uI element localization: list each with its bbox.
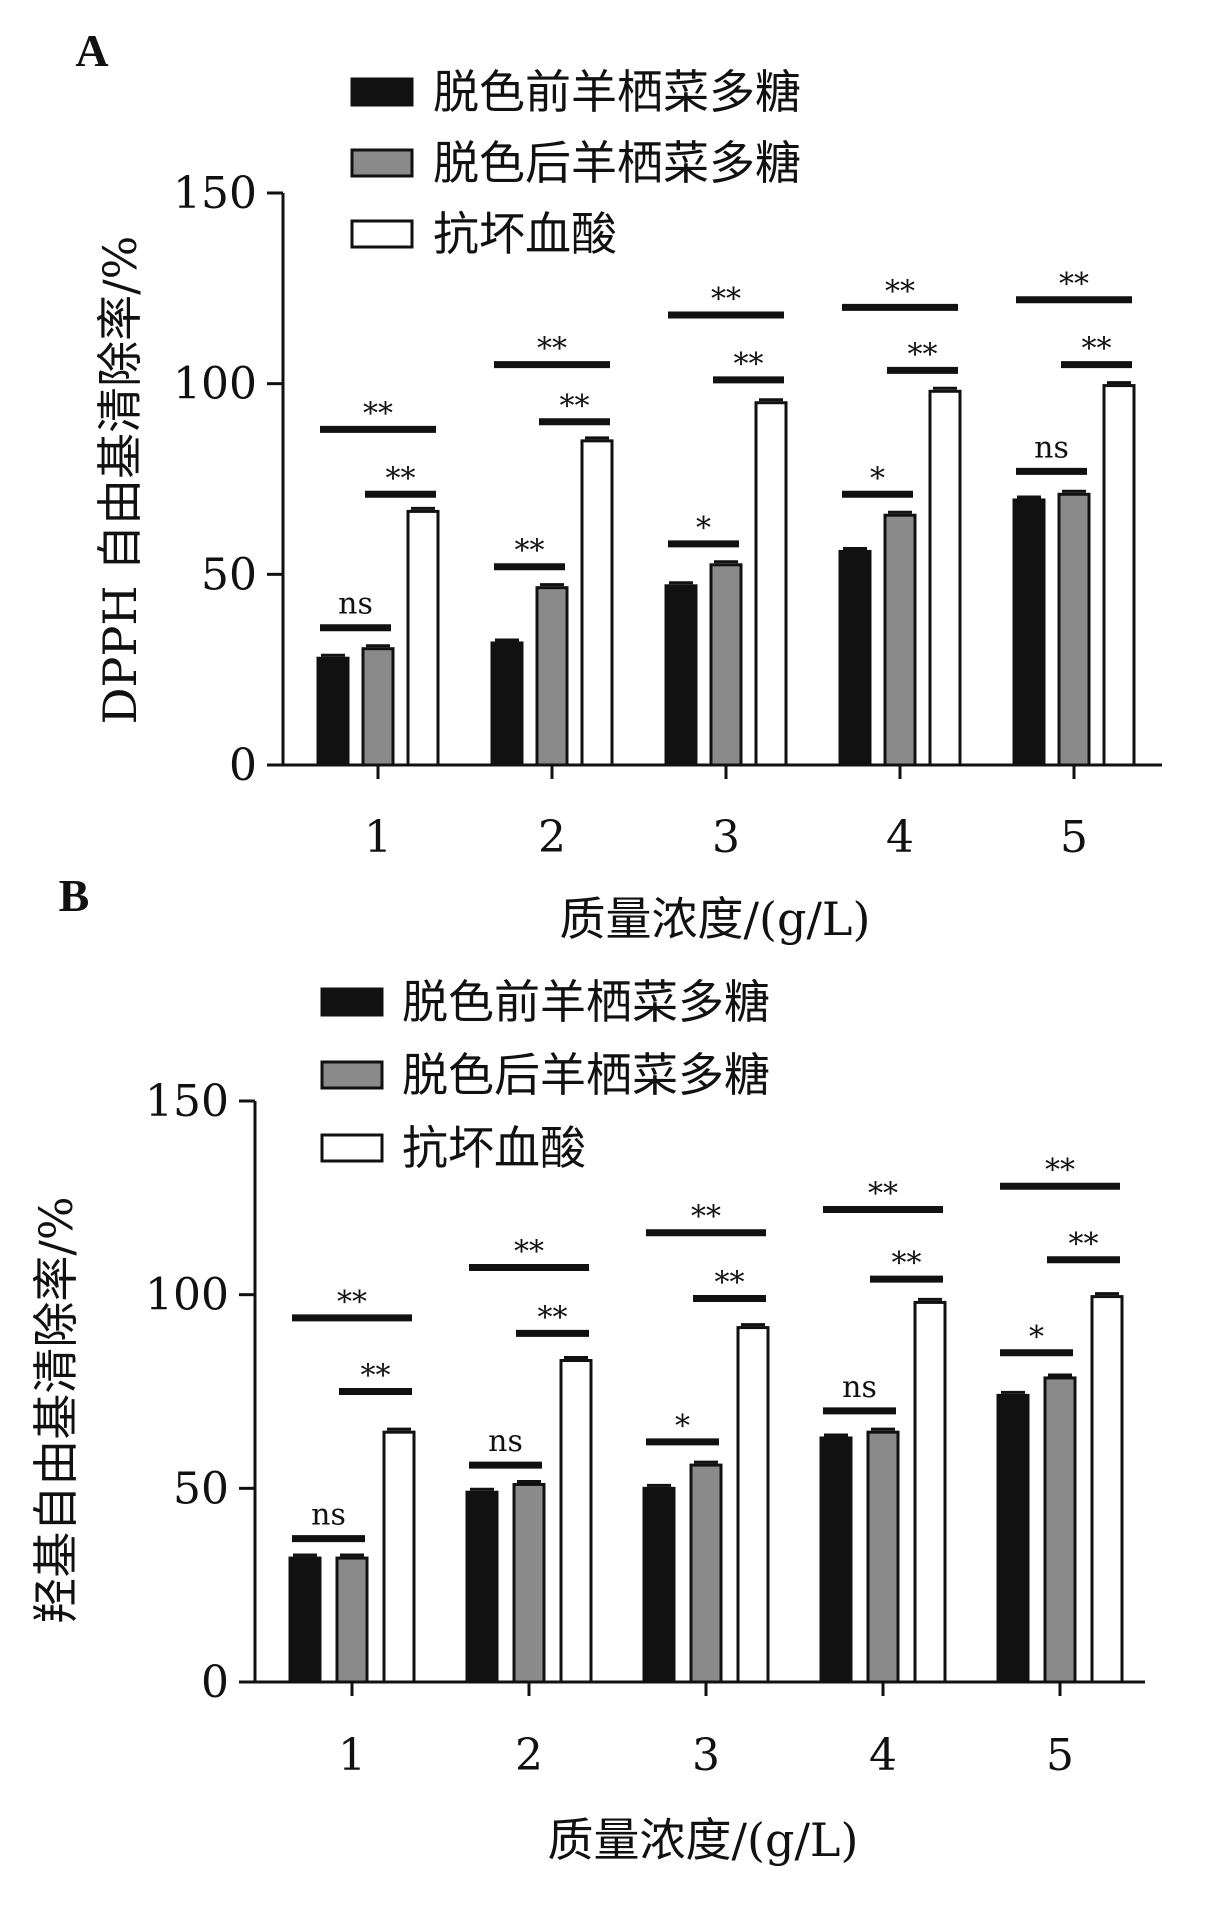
significance-label: ** — [538, 1300, 568, 1335]
significance-label: ns — [1034, 430, 1069, 465]
legend-label: 脱色前羊栖菜多糖 — [402, 975, 770, 1029]
bar — [465, 1490, 499, 1684]
bar — [382, 1430, 416, 1684]
x-tick-label: 5 — [1060, 812, 1088, 863]
bar — [819, 1436, 853, 1684]
bar — [361, 647, 395, 767]
x-tick-label: 1 — [338, 1730, 366, 1781]
panel-letter: B — [59, 870, 90, 921]
bar — [736, 1326, 770, 1684]
significance-label: ** — [337, 1285, 367, 1320]
bar — [709, 563, 743, 767]
bar — [316, 656, 350, 767]
bar — [288, 1556, 322, 1684]
x-axis-title: 质量浓度/(g/L) — [560, 892, 871, 946]
legend-label: 抗坏血酸 — [402, 1121, 586, 1175]
significance-label: ** — [515, 534, 545, 569]
x-tick-label: 5 — [1046, 1730, 1074, 1781]
legend-label: 抗坏血酸 — [433, 207, 617, 261]
y-tick-label: 150 — [173, 168, 257, 219]
y-tick-label: 0 — [229, 740, 257, 791]
legend-label: 脱色后羊栖菜多糖 — [433, 136, 801, 190]
bar — [642, 1486, 676, 1684]
significance-label: ns — [842, 1370, 877, 1405]
significance-label: ** — [537, 332, 567, 367]
significance-label: ** — [363, 396, 393, 431]
bar — [866, 1430, 900, 1684]
bar — [512, 1482, 546, 1684]
bar — [913, 1300, 947, 1684]
significance-label: ** — [1069, 1227, 1099, 1262]
legend-swatch — [350, 219, 414, 249]
y-tick-label: 50 — [173, 1463, 229, 1514]
significance-label: ** — [868, 1176, 898, 1211]
bar — [883, 513, 917, 767]
legend-swatch — [320, 1133, 384, 1163]
panel-letter: A — [75, 25, 108, 76]
significance-label: ** — [514, 1235, 544, 1270]
panel-b: B脱色前羊栖菜多糖脱色后羊栖菜多糖抗坏血酸ns****ns*********ns… — [29, 870, 1145, 1867]
y-tick-label: 100 — [145, 1270, 229, 1321]
significance-label: ** — [892, 1246, 922, 1281]
x-tick-label: 2 — [515, 1730, 543, 1781]
bar — [996, 1393, 1030, 1684]
x-tick-label: 2 — [538, 812, 566, 863]
bar — [689, 1463, 723, 1684]
x-tick-label: 1 — [364, 812, 392, 863]
legend-label: 脱色后羊栖菜多糖 — [402, 1048, 770, 1102]
significance-label: ** — [386, 461, 416, 496]
significance-label: ns — [311, 1498, 346, 1533]
bar — [664, 584, 698, 767]
legend-swatch — [320, 987, 384, 1017]
bar — [1090, 1295, 1124, 1684]
significance-label: ** — [1045, 1153, 1075, 1188]
bar — [1102, 384, 1136, 767]
bar — [838, 549, 872, 767]
bar — [406, 509, 440, 767]
significance-label: ** — [908, 337, 938, 372]
x-tick-label: 4 — [869, 1730, 897, 1781]
significance-label: ** — [1059, 267, 1089, 302]
y-tick-label: 0 — [201, 1657, 229, 1708]
y-tick-label: 150 — [145, 1076, 229, 1127]
y-axis-title: 羟基自由基清除率/% — [29, 1196, 83, 1623]
bar — [754, 401, 788, 767]
legend-swatch — [350, 77, 414, 107]
significance-label: ** — [711, 282, 741, 317]
legend-label: 脱色前羊栖菜多糖 — [433, 65, 801, 119]
bar — [1043, 1376, 1077, 1684]
x-tick-label: 3 — [692, 1730, 720, 1781]
significance-label: ** — [691, 1200, 721, 1235]
y-tick-label: 50 — [201, 549, 257, 600]
panel-a: A脱色前羊栖菜多糖脱色后羊栖菜多糖抗坏血酸ns*****************… — [75, 25, 1162, 946]
significance-label: ** — [734, 347, 764, 382]
bar — [559, 1359, 593, 1684]
bar — [490, 641, 524, 767]
x-axis-title: 质量浓度/(g/L) — [548, 1813, 859, 1867]
significance-label: * — [870, 461, 885, 496]
legend-swatch — [320, 1060, 384, 1090]
significance-label: ns — [338, 587, 373, 622]
bar — [580, 439, 614, 767]
significance-label: ** — [715, 1266, 745, 1301]
bar — [335, 1556, 369, 1684]
y-tick-label: 100 — [173, 359, 257, 410]
significance-label: * — [696, 511, 711, 546]
bar — [928, 389, 962, 767]
y-axis-title: DPPH 自由基清除率/% — [93, 236, 147, 725]
significance-label: ** — [560, 389, 590, 424]
x-tick-label: 4 — [886, 812, 914, 863]
x-tick-label: 3 — [712, 812, 740, 863]
bar — [535, 586, 569, 767]
bar — [1012, 498, 1046, 767]
significance-label: * — [675, 1409, 690, 1444]
bar — [1057, 492, 1091, 767]
significance-label: ns — [488, 1424, 523, 1459]
significance-label: ** — [1082, 332, 1112, 367]
legend-swatch — [350, 148, 414, 178]
significance-label: * — [1029, 1320, 1044, 1355]
significance-label: ** — [885, 274, 915, 309]
significance-label: ** — [361, 1359, 391, 1394]
